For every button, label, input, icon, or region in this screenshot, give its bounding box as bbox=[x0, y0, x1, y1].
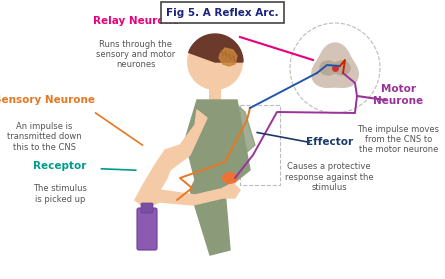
Polygon shape bbox=[237, 105, 255, 152]
FancyBboxPatch shape bbox=[141, 203, 153, 213]
Polygon shape bbox=[219, 48, 237, 66]
Text: Runs through the
sensory and motor
neurones: Runs through the sensory and motor neuro… bbox=[96, 40, 175, 69]
Ellipse shape bbox=[222, 172, 238, 184]
Polygon shape bbox=[135, 165, 170, 208]
Polygon shape bbox=[145, 188, 225, 208]
Polygon shape bbox=[155, 110, 207, 170]
Polygon shape bbox=[223, 183, 240, 198]
Text: Motor
Neurone: Motor Neurone bbox=[373, 84, 423, 106]
Text: Effector: Effector bbox=[306, 137, 353, 147]
Text: Sensory Neurone: Sensory Neurone bbox=[0, 95, 95, 105]
FancyBboxPatch shape bbox=[209, 87, 221, 101]
Text: The stimulus
is picked up: The stimulus is picked up bbox=[33, 184, 87, 204]
Text: Causes a protective
response against the
stimulus: Causes a protective response against the… bbox=[285, 162, 374, 192]
Text: The impulse moves
from the CNS to
the motor neurone: The impulse moves from the CNS to the mo… bbox=[357, 125, 439, 154]
Text: Receptor: Receptor bbox=[33, 161, 87, 171]
FancyBboxPatch shape bbox=[137, 208, 157, 250]
Text: Relay Neurone: Relay Neurone bbox=[93, 16, 179, 26]
Polygon shape bbox=[320, 61, 350, 75]
Text: An impulse is
transmitted down
this to the CNS: An impulse is transmitted down this to t… bbox=[7, 122, 82, 151]
Polygon shape bbox=[190, 180, 230, 255]
Polygon shape bbox=[312, 43, 358, 87]
Circle shape bbox=[187, 34, 243, 90]
Polygon shape bbox=[189, 34, 243, 62]
Polygon shape bbox=[185, 100, 250, 190]
Text: Fig 5. A Reflex Arc.: Fig 5. A Reflex Arc. bbox=[166, 8, 279, 18]
